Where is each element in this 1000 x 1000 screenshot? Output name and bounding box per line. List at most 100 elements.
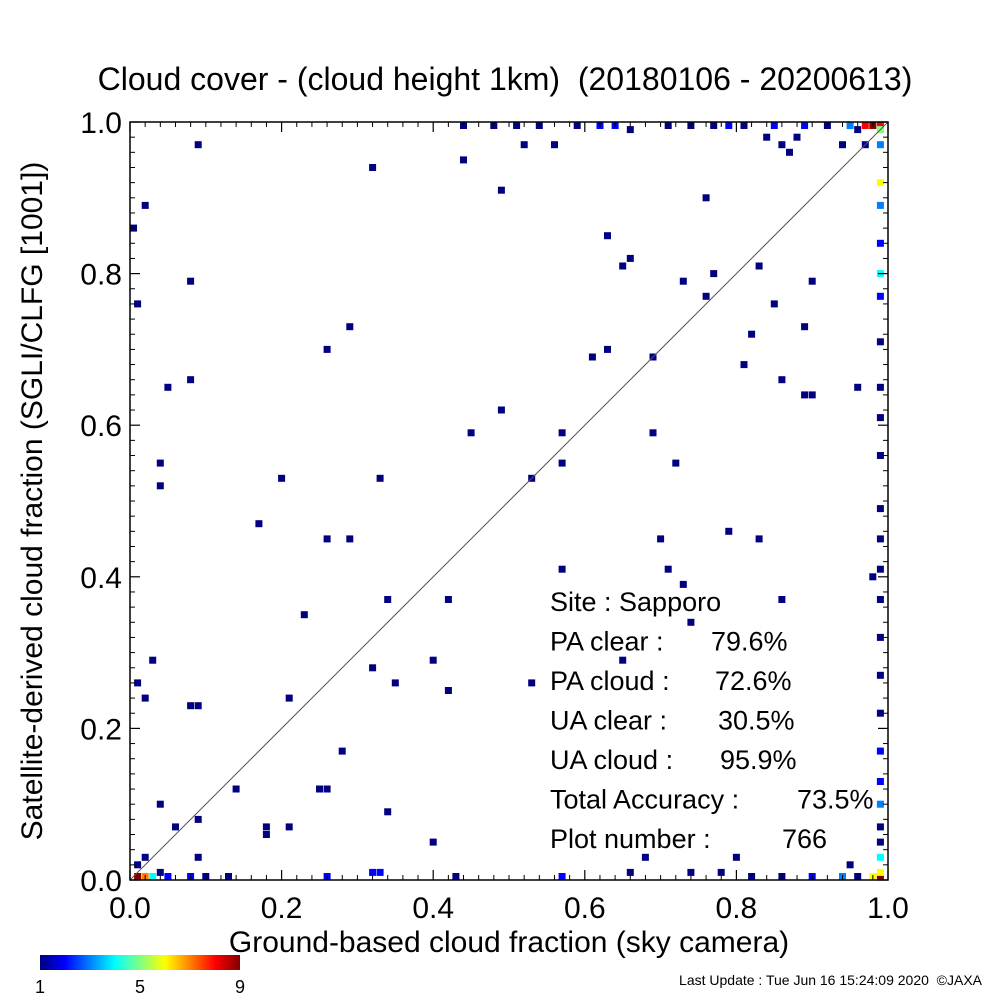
heatmap-cell [657, 535, 665, 543]
heatmap-cell [384, 808, 392, 816]
heatmap-cell [626, 254, 634, 262]
heatmap-cell [876, 414, 884, 422]
heatmap-cell [626, 868, 634, 876]
y-tick-label: 0.2 [80, 713, 122, 746]
heatmap-cell [876, 535, 884, 543]
heatmap-cell [187, 376, 195, 384]
heatmap-cell [551, 141, 558, 149]
heatmap-cell [846, 122, 854, 129]
x-tick-label: 0.6 [564, 892, 606, 925]
heatmap-cell [876, 873, 884, 880]
y-tick-label: 0.4 [80, 562, 122, 595]
heatmap-cell [801, 122, 809, 129]
heatmap-cell [664, 565, 672, 573]
heatmap-cell [876, 838, 884, 846]
heatmap-cell [467, 429, 475, 437]
heatmap-cell [194, 702, 202, 710]
heatmap-cell [369, 164, 377, 171]
heatmap-cell [755, 262, 763, 270]
heatmap-cell [626, 126, 634, 134]
heatmap-cell [619, 262, 627, 270]
heatmap-cell [710, 270, 718, 278]
heatmap-cell [384, 596, 392, 603]
heatmap-cell [710, 122, 718, 129]
chart-title: Cloud cover - (cloud height 1km) (201801… [98, 61, 913, 97]
stat-value: 79.6% [711, 627, 788, 657]
y-tick-label: 0.0 [80, 865, 122, 898]
last-update-text: Last Update : Tue Jun 16 15:24:09 2020 ©… [679, 972, 983, 988]
heatmap-cell [300, 611, 308, 619]
heatmap-cell [187, 702, 195, 710]
stat-label: Total Accuracy : [550, 785, 739, 815]
heatmap-cell [604, 345, 611, 353]
heatmap-cell [604, 232, 611, 240]
heatmap-cell [876, 338, 884, 346]
heatmap-cell [369, 664, 377, 672]
colorbar [40, 955, 240, 970]
heatmap-cell [854, 383, 862, 391]
heatmap-cell [876, 292, 884, 300]
x-tick-label: 0.4 [412, 892, 454, 925]
heatmap-cell [558, 459, 566, 467]
heatmap-cell [854, 126, 862, 134]
heatmap-cell [156, 800, 164, 808]
heatmap-cell [134, 300, 142, 308]
heatmap-cell [369, 868, 377, 876]
heatmap-cell [460, 156, 467, 164]
heatmap-cell [346, 323, 354, 331]
heatmap-cell [876, 800, 884, 808]
heatmap-cell [262, 831, 270, 838]
heatmap-cell [187, 277, 195, 285]
heatmap-cell [740, 361, 748, 369]
heatmap-cell [528, 679, 536, 687]
heatmap-cell [444, 596, 452, 603]
heatmap-cell [558, 565, 566, 573]
heatmap-cell [876, 179, 884, 187]
heatmap-cell [876, 505, 884, 513]
heatmap-cell [876, 709, 884, 717]
heatmap-cell [687, 868, 695, 876]
heatmap-cell [876, 778, 884, 785]
heatmap-cell [513, 122, 521, 129]
heatmap-cell [573, 122, 581, 129]
heatmap-cell [876, 596, 884, 603]
stat-value: 30.5% [718, 706, 795, 736]
heatmap-cell [846, 861, 854, 869]
heatmap-cell [285, 694, 293, 702]
x-tick-label: 0.0 [109, 892, 151, 925]
heatmap-cell [164, 383, 172, 391]
heatmap-cell [801, 323, 809, 331]
heatmap-cell [778, 376, 786, 384]
heatmap-cell [194, 815, 202, 823]
colorbar-ticks: 1 5 9 [35, 977, 245, 997]
heatmap-cell [755, 535, 763, 543]
y-tick-label: 1.0 [80, 107, 122, 140]
heatmap-cell [687, 618, 695, 626]
heatmap-cell [558, 429, 566, 437]
heatmap-cell [839, 141, 846, 149]
heatmap-cell [876, 383, 884, 391]
heatmap-cell [732, 853, 740, 861]
stat-value: 95.9% [720, 745, 797, 775]
heatmap-cell [134, 679, 142, 687]
colorbar-tick-label: 9 [235, 977, 245, 997]
heatmap-cell [876, 633, 884, 641]
heatmap-cell [164, 873, 172, 880]
heatmap-cell [702, 194, 710, 202]
heatmap-cell [497, 186, 505, 194]
heatmap-cell [876, 853, 884, 861]
heatmap-cell [876, 565, 884, 573]
stat-value: 72.6% [715, 666, 792, 696]
heatmap-cell [149, 873, 157, 880]
heatmap-cell [141, 853, 149, 861]
heatmap-cell [141, 694, 149, 702]
x-tick-label: 0.8 [716, 892, 758, 925]
heatmap-cell [497, 406, 505, 414]
stat-label: UA cloud : [550, 745, 673, 775]
heatmap-cell [444, 687, 452, 694]
heatmap-cell [194, 141, 202, 149]
heatmap-cell [801, 391, 809, 399]
x-tick-label: 0.2 [261, 892, 303, 925]
heatmap-cell [649, 429, 657, 437]
